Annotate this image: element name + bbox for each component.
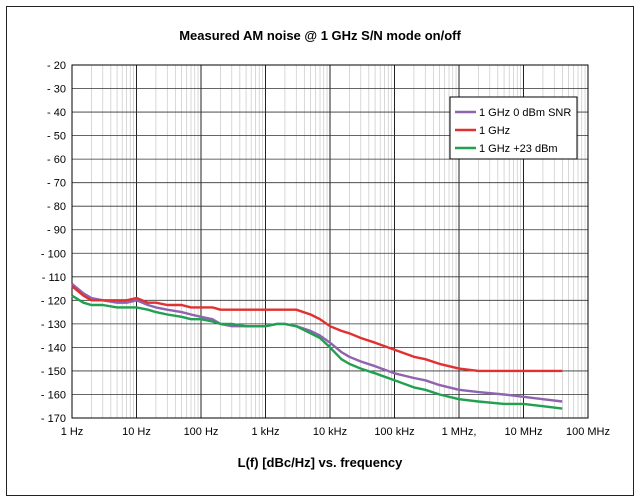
y-tick-label: - 90: [47, 225, 66, 237]
plot-area-border: [71, 64, 589, 419]
series-line-2: [71, 294, 563, 410]
y-tick-labels: - 20 - 30 - 40 - 50 - 60 - 70 - 80 - 90 - 100 - 1…: [41, 60, 66, 425]
y-tick-label: - 140: [41, 342, 66, 354]
x-tick-label: 100 MHz: [566, 426, 610, 438]
y-tick-label: - 30: [47, 84, 66, 96]
x-tick-label: 100 kHz: [374, 426, 414, 438]
x-tick-label: 1 MHz,: [442, 426, 477, 438]
y-tick-label: - 160: [41, 389, 66, 401]
chart-frame: Measured AM noise @ 1 GHz S/N mode on/of…: [6, 6, 634, 496]
y-tick-label: - 40: [47, 107, 66, 119]
x-tick-label: 10 Hz: [122, 426, 151, 438]
y-tick-label: - 130: [41, 319, 66, 331]
chart-title: Measured AM noise @ 1 GHz S/N mode on/of…: [179, 28, 461, 43]
y-tick-label: - 70: [47, 178, 66, 190]
y-tick-label: - 80: [47, 201, 66, 213]
y-tick-label: - 120: [41, 295, 66, 307]
y-tick-label: - 50: [47, 131, 66, 143]
legend-label: 1 GHz: [479, 125, 510, 137]
x-tick-label: 10 kHz: [313, 426, 347, 438]
legend-label: 1 GHz +23 dBm: [479, 143, 558, 155]
x-tick-label: 10 MHz: [505, 426, 543, 438]
chart: Measured AM noise @ 1 GHz S/N mode on/of…: [41, 28, 610, 470]
legend-label: 1 GHz 0 dBm SNR: [479, 107, 571, 119]
y-tick-label: - 110: [42, 272, 66, 284]
series-layer: [71, 282, 563, 410]
series-line-1: [71, 285, 563, 373]
legend: 1 GHz 0 dBm SNR 1 GHz 1 GHz +23 dBm: [449, 96, 578, 160]
x-tick-label: 1 Hz: [61, 426, 84, 438]
y-tick-label: - 60: [47, 154, 66, 166]
x-tick-labels: 1 Hz 10 Hz 100 Hz 1 kHz 10 kHz 100 kHz 1 MHz, 1…: [61, 426, 610, 438]
x-tick-label: 1 kHz: [251, 426, 279, 438]
y-tick-label: - 170: [41, 413, 66, 425]
y-tick-label: - 20: [47, 60, 66, 72]
x-axis-label: L(f) [dBc/Hz] vs. frequency: [238, 455, 403, 470]
x-tick-label: 100 Hz: [184, 426, 219, 438]
y-tick-label: - 100: [41, 248, 66, 260]
y-tick-label: - 150: [41, 366, 66, 378]
